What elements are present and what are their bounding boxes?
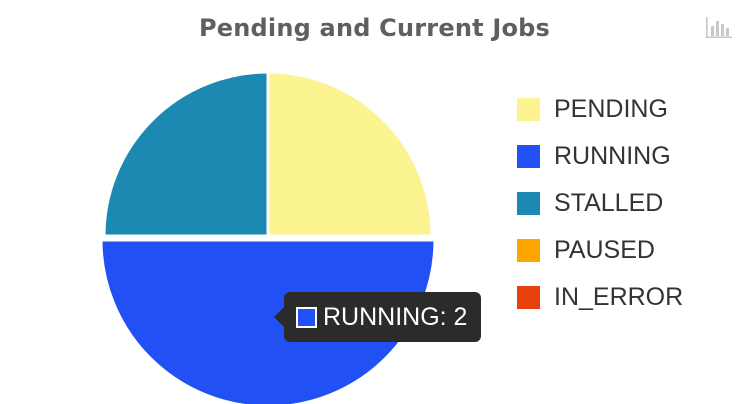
legend-swatch: [517, 286, 540, 309]
legend-item-pending[interactable]: PENDING: [517, 86, 683, 133]
legend-label: PENDING: [554, 95, 668, 123]
legend-item-running[interactable]: RUNNING: [517, 133, 683, 180]
tooltip-text: RUNNING: 2: [323, 302, 468, 331]
legend-item-stalled[interactable]: STALLED: [517, 180, 683, 227]
legend-label: IN_ERROR: [554, 283, 684, 311]
chart-tooltip: RUNNING: 2: [273, 292, 482, 342]
pie-slice-stalled[interactable]: [102, 70, 270, 238]
legend-label: PAUSED: [554, 236, 655, 264]
legend-swatch: [517, 239, 540, 262]
legend-label: STALLED: [554, 189, 664, 217]
pie-slice-pending[interactable]: [266, 70, 434, 238]
legend-swatch: [517, 192, 540, 215]
legend-swatch: [517, 145, 540, 168]
chart-menu-button[interactable]: [704, 14, 734, 42]
tooltip-color-swatch: [296, 306, 317, 328]
chart-legend: PENDING RUNNING STALLED PAUSED IN_ERROR: [517, 86, 683, 321]
chart-title: Pending and Current Jobs: [198, 14, 551, 42]
legend-swatch: [517, 98, 540, 121]
legend-item-paused[interactable]: PAUSED: [517, 227, 683, 274]
legend-label: RUNNING: [554, 142, 671, 170]
legend-item-in-error[interactable]: IN_ERROR: [517, 274, 683, 321]
bar-chart-icon: [706, 17, 732, 38]
